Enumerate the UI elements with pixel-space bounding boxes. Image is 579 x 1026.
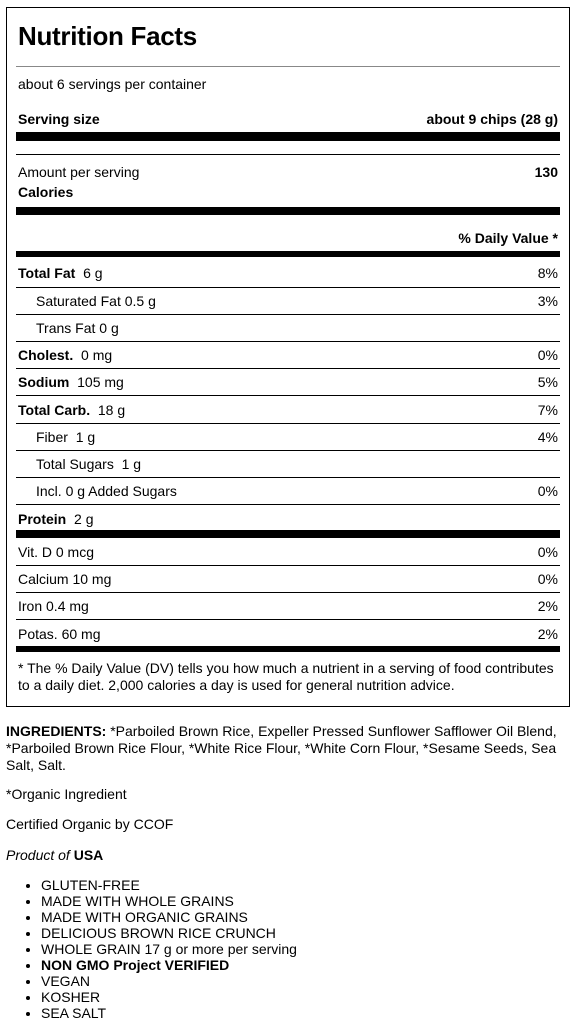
list-item: GLUTEN-FREE [41, 877, 297, 893]
vitamin-row-iron: Iron 0.4 mg [18, 598, 89, 614]
amount-per-serving: Amount per serving [18, 164, 140, 180]
list-item: NON GMO Project VERIFIED [41, 957, 297, 973]
certified-organic: Certified Organic by CCOF [6, 816, 174, 832]
product-claims-list: GLUTEN-FREE MADE WITH WHOLE GRAINS MADE … [23, 877, 297, 1021]
nutrient-row-trans-fat: Trans Fat 0 g [36, 320, 119, 336]
nutrient-row-sodium: Sodium 105 mg [18, 374, 124, 390]
ingredients-heading: INGREDIENTS: [6, 723, 107, 739]
nutrient-row-total-carb: Total Carb. 18 g [18, 402, 126, 418]
nutrient-row-total-fat: Total Fat 6 g [18, 265, 103, 281]
list-item: VEGAN [41, 973, 297, 989]
daily-value-footnote: * The % Daily Value (DV) tells you how m… [18, 660, 554, 693]
daily-value-header: % Daily Value * [458, 230, 558, 246]
serving-size-label: Serving size [18, 111, 100, 127]
thick-divider [16, 530, 560, 538]
divider [16, 395, 560, 396]
thick-divider [16, 646, 560, 652]
divider [16, 504, 560, 505]
divider [16, 565, 560, 566]
divider [16, 423, 560, 424]
calories-label: Calories [18, 184, 74, 200]
divider [16, 477, 560, 478]
vitamin-dv: 0% [537, 544, 558, 560]
organic-note: *Organic Ingredient [6, 786, 127, 802]
nutrient-dv: 3% [537, 293, 558, 309]
serving-size-value: about 9 chips (28 g) [426, 111, 558, 127]
vitamin-dv: 2% [537, 626, 558, 642]
nutrient-row-total-sugars: Total Sugars 1 g [36, 456, 142, 472]
product-origin: Product of USA [6, 847, 575, 864]
nutrient-dv: 8% [537, 265, 558, 281]
vitamin-dv: 2% [537, 598, 558, 614]
divider [16, 619, 560, 620]
servings-per-container: about 6 servings per container [18, 76, 207, 92]
nutrition-facts-title: Nutrition Facts [18, 21, 197, 51]
divider [16, 66, 560, 67]
nutrient-dv: 0% [537, 347, 558, 363]
divider [16, 592, 560, 593]
list-item: MADE WITH WHOLE GRAINS [41, 893, 297, 909]
nutrient-row-added-sugars: Incl. 0 g Added Sugars [36, 483, 177, 499]
vitamin-row-potassium: Potas. 60 mg [18, 626, 101, 642]
thick-divider [16, 207, 560, 215]
nutrient-dv: 0% [537, 483, 558, 499]
nutrient-dv: 7% [537, 402, 558, 418]
ingredients-paragraph: INGREDIENTS: *Parboiled Brown Rice, Expe… [6, 723, 575, 774]
list-item: DELICIOUS BROWN RICE CRUNCH [41, 925, 297, 941]
vitamin-row-calcium: Calcium 10 mg [18, 571, 112, 587]
divider [16, 450, 560, 451]
nutrition-facts-label: Nutrition Facts about 6 servings per con… [6, 7, 570, 707]
origin-prefix: Product of [6, 847, 70, 863]
list-item: SEA SALT [41, 1005, 297, 1021]
list-item: MADE WITH ORGANIC GRAINS [41, 909, 297, 925]
list-item: KOSHER [41, 989, 297, 1005]
divider [16, 287, 560, 288]
nutrient-dv: 4% [537, 429, 558, 445]
nutrient-row-protein: Protein 2 g [18, 511, 94, 527]
calories-value: 130 [534, 164, 558, 180]
divider [16, 154, 560, 155]
list-item: WHOLE GRAIN 17 g or more per serving [41, 941, 297, 957]
nutrient-row-fiber: Fiber 1 g [36, 429, 96, 445]
thick-divider [16, 132, 560, 141]
vitamin-dv: 0% [537, 571, 558, 587]
divider [16, 341, 560, 342]
ingredients-text: *Parboiled Brown Rice, Expeller Pressed … [6, 723, 557, 773]
divider [16, 314, 560, 315]
divider [16, 368, 560, 369]
nutrient-dv: 5% [537, 374, 558, 390]
origin-country: USA [73, 847, 104, 863]
vitamin-row-vit-d: Vit. D 0 mcg [18, 544, 94, 560]
nutrient-row-cholesterol: Cholest. 0 mg [18, 347, 113, 363]
nutrient-row-saturated-fat: Saturated Fat 0.5 g [36, 293, 156, 309]
thick-divider [16, 251, 560, 257]
